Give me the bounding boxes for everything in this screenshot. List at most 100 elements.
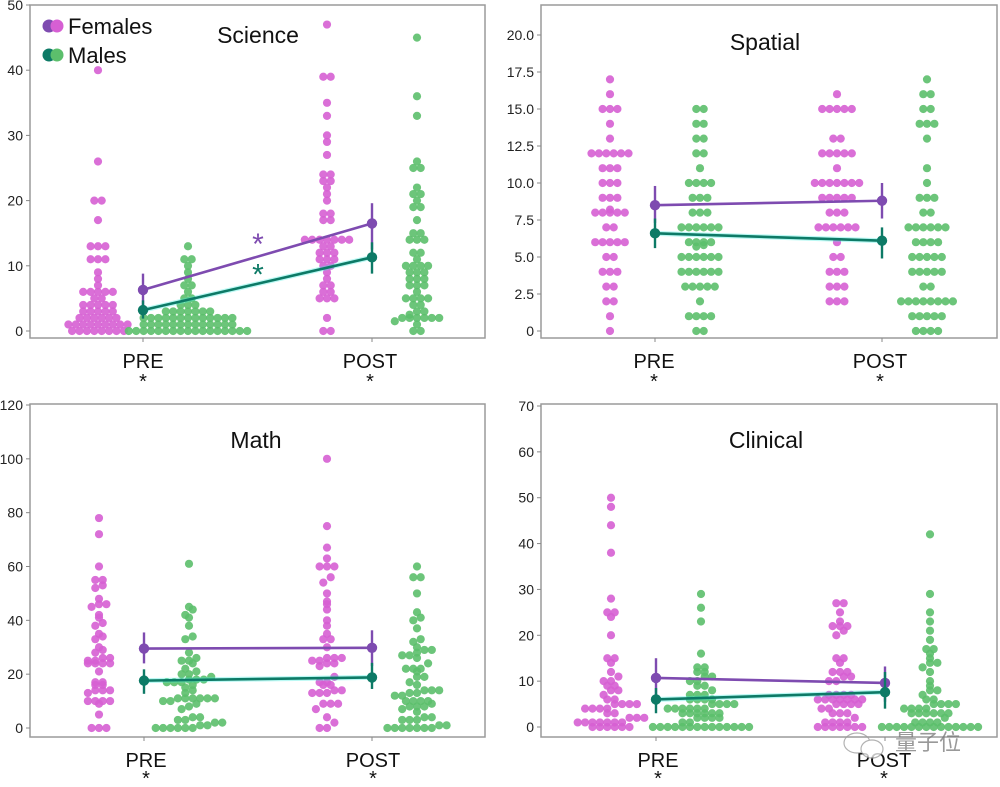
female-point [101, 242, 110, 251]
male-point [926, 326, 935, 336]
male-point [401, 294, 410, 303]
female-point [94, 723, 104, 733]
male-point [688, 193, 697, 202]
male-point [228, 313, 237, 323]
male-point [220, 326, 230, 336]
female-point [319, 287, 328, 296]
male-point [213, 326, 222, 336]
male-point [420, 645, 429, 655]
male-point [181, 635, 190, 644]
female-point [618, 699, 627, 709]
male-point [933, 658, 942, 667]
female-point [330, 248, 339, 257]
male-point [681, 282, 690, 291]
female-point [832, 104, 842, 114]
female-point [337, 653, 346, 663]
male-point [915, 252, 924, 262]
male-point [184, 670, 194, 679]
female-point [832, 654, 841, 663]
female-point [598, 193, 607, 202]
female-point [79, 287, 88, 296]
male-point [398, 691, 407, 700]
male-point [944, 699, 953, 709]
male-point [188, 723, 197, 733]
male-point [919, 90, 928, 99]
male-point [183, 307, 193, 316]
female-point [818, 178, 827, 188]
female-point [605, 238, 615, 247]
female-point [595, 718, 605, 727]
female-point [810, 178, 819, 188]
male-point [730, 699, 739, 709]
female-point [606, 631, 616, 640]
male-point [235, 326, 244, 336]
male-point [416, 229, 425, 238]
female-point [605, 193, 615, 202]
female-point [319, 170, 328, 179]
male-point [700, 704, 709, 713]
male-point [405, 235, 414, 244]
male-point [707, 178, 716, 188]
female-point [598, 208, 607, 217]
female-point [108, 287, 117, 296]
male-point [926, 104, 935, 114]
male-point [937, 709, 946, 718]
female-point [632, 713, 642, 722]
male-point [412, 313, 422, 323]
male-point [919, 223, 928, 232]
y-tick-label: 20 [7, 193, 23, 209]
female-point [86, 255, 95, 264]
female-point [98, 678, 107, 687]
female-point [93, 157, 103, 166]
male-point [191, 300, 200, 310]
significance-marker: * [139, 371, 147, 393]
male-point [192, 653, 201, 663]
female-point [855, 178, 864, 188]
male-point [708, 722, 717, 732]
y-tick-label: 100 [0, 451, 23, 467]
female-point [108, 307, 117, 316]
male-point [139, 326, 148, 336]
female-point [86, 300, 95, 310]
male-point [696, 649, 706, 658]
y-tick-label: 20 [518, 627, 534, 643]
female-point [835, 709, 845, 718]
male-point [184, 702, 194, 711]
female-point [609, 282, 618, 291]
male-point [929, 695, 938, 704]
x-tick-label: POST [343, 351, 397, 373]
male-point [926, 282, 935, 291]
female-point [330, 294, 339, 303]
female-point [832, 193, 842, 202]
female-point [93, 242, 103, 251]
male-point [684, 267, 694, 276]
male-point [692, 252, 701, 262]
male-point [897, 297, 906, 306]
male-point [412, 307, 422, 316]
y-tick-label: 120 [0, 397, 23, 413]
male-point [663, 722, 672, 732]
male-point [933, 686, 942, 695]
female-point [315, 723, 324, 733]
female-point [322, 294, 332, 303]
male-point [685, 690, 695, 700]
male-point [922, 312, 932, 321]
female-point [112, 313, 121, 323]
female-point [98, 575, 107, 585]
male-point [692, 267, 701, 276]
female-point [613, 178, 622, 188]
female-point [322, 678, 332, 687]
female-point [93, 274, 103, 283]
male-point [885, 722, 894, 732]
male-point [409, 637, 418, 646]
y-tick-label: 0 [526, 323, 534, 339]
male-point [409, 573, 418, 582]
female-point [825, 297, 834, 306]
female-point [610, 695, 619, 704]
female-mean-point [366, 218, 378, 229]
male-point [405, 310, 414, 319]
female-point [315, 688, 324, 698]
y-tick-label: 40 [7, 62, 23, 78]
female-point [322, 255, 332, 264]
